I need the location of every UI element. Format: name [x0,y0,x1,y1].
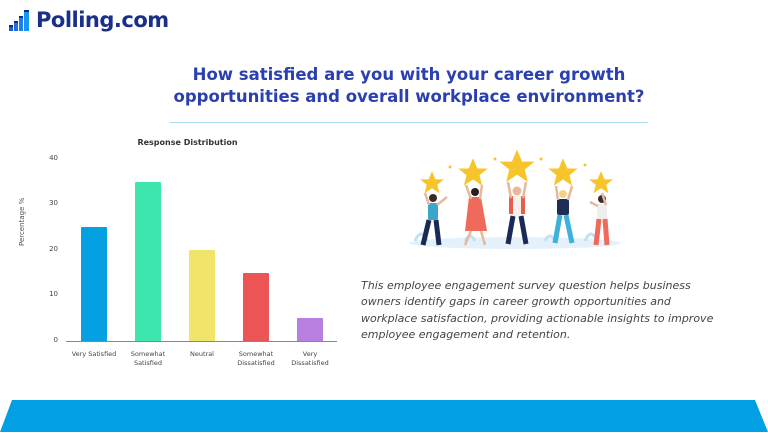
question-title: How satisfied are you with your career g… [150,64,668,108]
y-tick-0: 0 [53,336,58,344]
x-label-line: Somewhat [238,350,274,358]
star-icon [589,171,613,194]
x-label-very-satisfied: Very Satisfied [64,350,124,359]
bar-neutral [189,250,215,341]
y-tick-10: 10 [49,290,58,298]
y-tick-40: 40 [49,154,58,162]
polling-logo[interactable]: Polling.com [8,8,169,32]
brand-name: Polling.com [36,8,169,32]
star-icon [548,158,578,186]
footer-band [0,400,768,432]
x-label-line: Dissatisfied [237,359,275,367]
x-label-somewhat-dissatisfied: Somewhat Dissatisfied [226,350,286,368]
x-label-very-dissatisfied: Very Dissatisfied [280,350,340,368]
x-label-neutral: Neutral [172,350,232,359]
chart-title: Response Distribution [137,138,238,147]
x-label-line: Dissatisfied [291,359,329,367]
question-title-line-2: opportunities and overall workplace envi… [173,87,645,106]
star-icon [420,171,444,194]
bar-somewhat-satisfied [135,181,161,341]
bar-steps-logo-icon [8,8,32,32]
bar-very-satisfied [81,227,107,341]
x-label-line: Neutral [190,350,214,358]
description-text: This employee engagement survey question… [361,279,714,342]
x-label-somewhat-satisfied: Somewhat Satisfied [118,350,178,368]
footer-band-shape [0,400,768,432]
bar-somewhat-dissatisfied [243,272,269,341]
x-label-line: Very Satisfied [71,350,117,358]
x-label-line: Somewhat [130,350,166,358]
x-axis-line [66,341,337,342]
x-label-line: Very [302,350,318,358]
star-icon [458,158,488,186]
bar-very-dissatisfied [297,318,323,341]
y-tick-30: 30 [49,199,58,207]
y-axis-label: Percentage % [18,197,26,246]
y-tick-20: 20 [49,245,58,253]
people-holding-stars-illustration [405,145,625,253]
question-title-line-1: How satisfied are you with your career g… [192,65,626,84]
x-label-line: Satisfied [133,359,163,367]
title-divider [170,122,648,123]
star-icon [499,149,535,182]
